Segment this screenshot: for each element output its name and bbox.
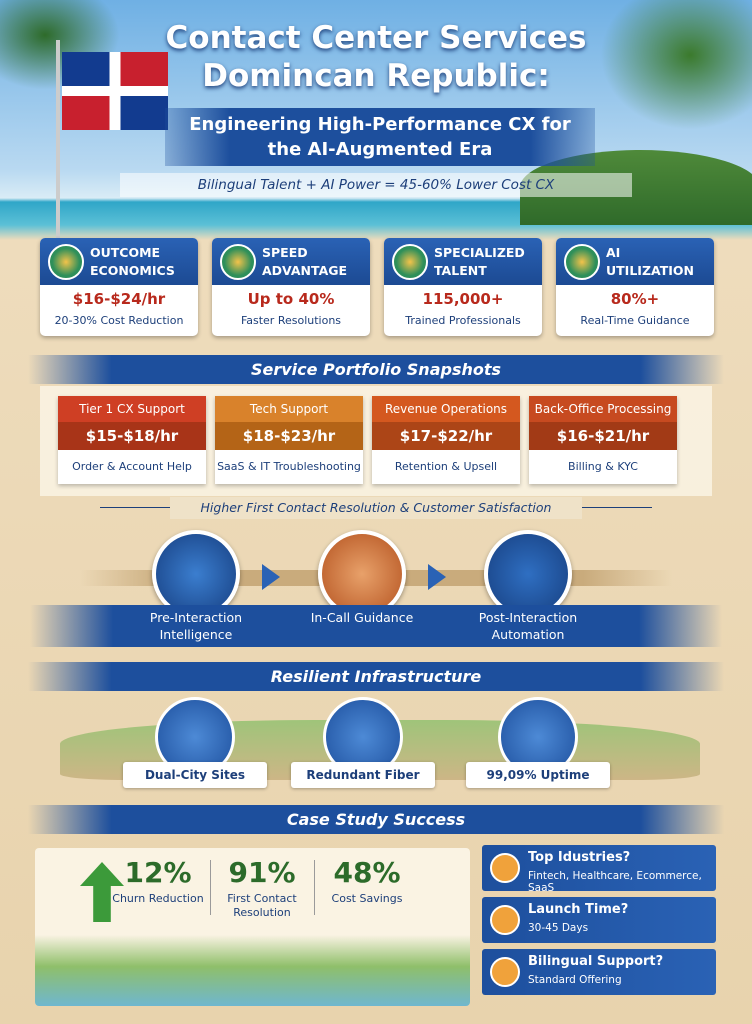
stat-header: SPECIALIZED TALENT [384, 238, 542, 285]
faq-question: Top Idustries? [528, 850, 631, 865]
metric-value: 12% [124, 856, 192, 889]
title-line: Domincan Republic: [202, 58, 550, 94]
service-rate: $18-$23/hr [215, 422, 363, 450]
section-title: Service Portfolio Snapshots [28, 355, 724, 384]
stat-title: SPEED ADVANTAGE [262, 245, 348, 278]
metric-value: 48% [333, 856, 401, 889]
stat-card: SPECIALIZED TALENT 115,000+ Trained Profes… [384, 238, 542, 336]
title-line: Contact Center Services [165, 20, 587, 56]
subtitle: Engineering High-Performance CX for the … [165, 108, 595, 166]
stat-icon [392, 244, 428, 280]
infra-label: Dual-City Sites [123, 762, 267, 788]
arrow [262, 564, 280, 590]
faq-answer: Fintech, Healthcare, Ecommerce, SaaS [528, 870, 702, 894]
stat-card: AI UTILIZATION 80%+ Real-Time Guidance [556, 238, 714, 336]
stat-note: 20-30% Cost Reduction [54, 314, 184, 327]
stat-header: AI UTILIZATION [556, 238, 714, 285]
faq-box: Launch Time? 30-45 Days [482, 897, 716, 943]
stat-value: 80%+ [610, 290, 660, 308]
service-rate: $16-$21/hr [529, 422, 677, 450]
faq-box: Bilingual Support? Standard Offering [482, 949, 716, 995]
divider [210, 860, 211, 915]
faq-icon [490, 905, 520, 935]
stat-note: Faster Resolutions [240, 314, 342, 327]
stat-note: Real-Time Guidance [580, 314, 690, 327]
stat-icon [48, 244, 84, 280]
infra-label: 99,09% Uptime [466, 762, 610, 788]
faq-answer: 30-45 Days [528, 922, 589, 934]
faq-box: Top Idustries? Fintech, Healthcare, Ecomm… [482, 845, 716, 894]
stat-icon [564, 244, 600, 280]
service-card: Revenue Operations $17-$22/hr Retention & … [372, 396, 520, 484]
service-card: Tier 1 CX Support $15-$18/hr Order & Accou… [58, 396, 206, 484]
service-note: Order & Account Help [72, 460, 192, 473]
step-label: In-Call Guidance [310, 610, 414, 625]
flag-pole [56, 40, 60, 240]
stat-title: OUTCOME ECONOMICS [90, 245, 175, 278]
stat-value: 115,000+ [422, 290, 504, 308]
steps-band [30, 605, 722, 647]
metric-value: 91% [228, 856, 296, 889]
faq-icon [490, 957, 520, 987]
stat-header: SPEED ADVANTAGE [212, 238, 370, 285]
stat-note: Trained Professionals [405, 314, 521, 327]
service-name: Tech Support [215, 396, 363, 422]
service-note: SaaS & IT Troubleshooting [217, 460, 361, 473]
service-name: Back-Office Processing [529, 396, 677, 422]
step-label: Pre-Interaction Intelligence [149, 610, 243, 642]
service-rate: $17-$22/hr [372, 422, 520, 450]
stat-header: OUTCOME ECONOMICS [40, 238, 198, 285]
service-note: Billing & KYC [568, 460, 638, 473]
arrow [428, 564, 446, 590]
stat-value: $16-$24/hr [72, 290, 166, 308]
stat-card: SPEED ADVANTAGE Up to 40% Faster Resolutio… [212, 238, 370, 336]
metric-label: Cost Savings [331, 892, 403, 905]
faq-answer: Standard Offering [528, 974, 622, 986]
flag-lower [62, 96, 168, 130]
service-name: Tier 1 CX Support [58, 396, 206, 422]
flag [62, 52, 168, 130]
service-note: Retention & Upsell [394, 460, 498, 473]
banner: Higher First Contact Resolution & Custom… [170, 497, 582, 519]
stat-title: SPECIALIZED TALENT [434, 245, 525, 278]
divider [314, 860, 315, 915]
infra-label: Redundant Fiber [291, 762, 435, 788]
service-rate: $15-$18/hr [58, 422, 206, 450]
flag-cross [62, 86, 168, 96]
stat-value: Up to 40% [247, 290, 335, 308]
service-name: Revenue Operations [372, 396, 520, 422]
service-card: Back-Office Processing $16-$21/hr Billing … [529, 396, 677, 484]
stat-title: AI UTILIZATION [606, 245, 694, 278]
metric-label: Churn Reduction [112, 892, 204, 905]
section-title: Case Study Success [28, 805, 724, 834]
faq-icon [490, 853, 520, 883]
step-label: Post-Interaction Automation [478, 610, 578, 642]
stat-card: OUTCOME ECONOMICS $16-$24/hr 20-30% Cost R… [40, 238, 198, 336]
service-card: Tech Support $18-$23/hr SaaS & IT Troubles… [215, 396, 363, 484]
metric-label: First Contact Resolution [227, 892, 297, 919]
step-icon [484, 530, 572, 618]
faq-question: Bilingual Support? [528, 954, 664, 969]
tagline: Bilingual Talent + AI Power = 45-60% Low… [120, 173, 632, 197]
section-title: Resilient Infrastructure [28, 662, 724, 691]
faq-question: Launch Time? [528, 902, 629, 917]
stat-icon [220, 244, 256, 280]
